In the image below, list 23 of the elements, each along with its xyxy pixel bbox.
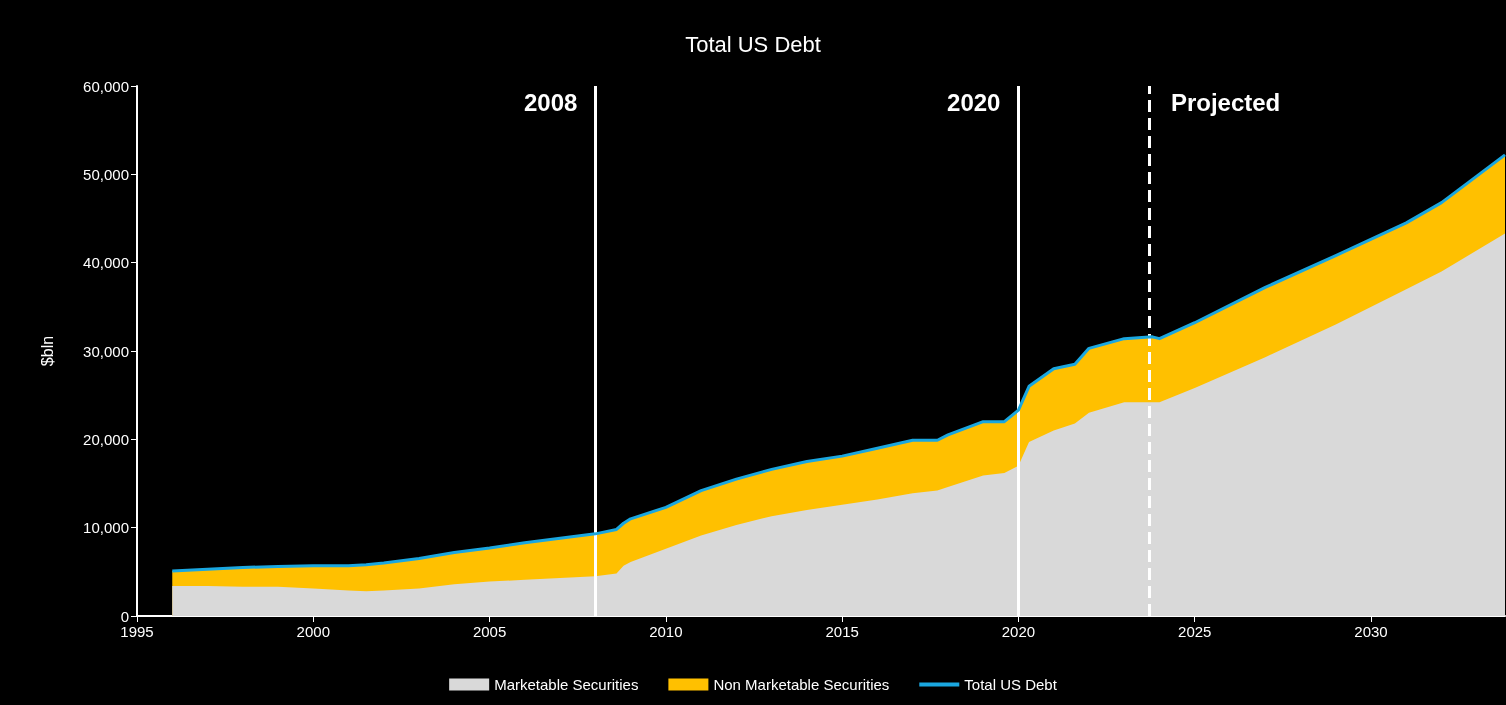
x-tick-label: 2005: [472, 623, 507, 640]
y-tick-label: 60,000: [83, 77, 129, 95]
y-tick-label: 30,000: [83, 342, 129, 360]
ref-line-label: Projected: [1170, 88, 1281, 116]
ref-line-label: 2008: [523, 88, 578, 116]
x-tick-label: 2025: [1178, 623, 1212, 640]
legend-label: Marketable Securities: [494, 676, 639, 693]
y-tick-label: 20,000: [83, 430, 129, 448]
x-tick-label: 1995: [120, 623, 154, 640]
y-tick-label: 10,000: [83, 519, 129, 537]
x-tick-label: 2020: [1001, 623, 1036, 640]
x-tick-label: 2010: [649, 623, 683, 640]
y-tick-label: 0: [120, 607, 129, 625]
y-tick-label: 40,000: [83, 254, 129, 272]
legend-label: Non Marketable Securities: [713, 676, 890, 693]
x-tick-label: 2015: [825, 623, 859, 640]
ref-line-label: 2020: [947, 88, 1001, 116]
x-tick-label: 2030: [1354, 623, 1388, 640]
y-axis-title: $bln: [38, 335, 56, 367]
x-tick-label: 2000: [296, 623, 330, 640]
legend-label: Total US Debt: [964, 676, 1058, 693]
y-tick-label: 50,000: [83, 165, 129, 183]
chart-title: Total US Debt: [685, 31, 821, 57]
